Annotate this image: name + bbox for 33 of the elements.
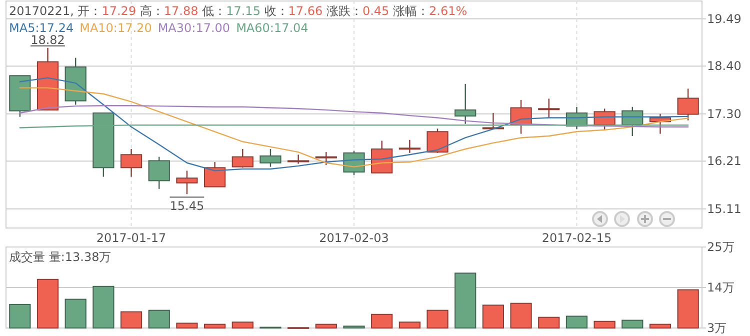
annotation: 15.45	[170, 199, 204, 214]
text: MA30:17.00	[158, 21, 230, 35]
candlestick	[176, 170, 198, 195]
y-tick-label: 25万	[707, 240, 734, 254]
text: MA60:17.04	[236, 21, 308, 35]
annotation: 18.82	[30, 32, 65, 47]
x-tick-label: 2017-02-15	[542, 231, 612, 245]
y-tick-label: 14万	[707, 280, 734, 294]
chart-title: 成交量 量:13.38万	[9, 250, 112, 264]
y-tick-label: 18.40	[707, 59, 742, 74]
candlestick	[315, 151, 337, 166]
text: MA5:17.24	[9, 21, 74, 35]
y-tick-label: 16.21	[707, 154, 742, 168]
candlestick	[204, 161, 226, 188]
x-tick-label: 2017-01-17	[96, 231, 166, 245]
y-tick-label: 15.11	[707, 202, 742, 216]
y-tick-label: 19.49	[707, 12, 742, 26]
text: MA10:17.20	[80, 21, 152, 35]
candlestick	[538, 98, 560, 118]
candlestick	[398, 139, 420, 154]
line-series	[19, 105, 689, 128]
y-tick-label: 17.30	[707, 106, 742, 121]
x-tick-label: 2017-02-03	[319, 231, 389, 245]
candlestick	[677, 88, 699, 121]
candlestick	[232, 148, 254, 168]
candlestick	[148, 156, 170, 190]
candlestick	[120, 148, 142, 178]
chart-title: 20170221, 开：17.29 高：17.88 低：17.15 收：17.66 涨跌：0.45 涨幅：2.61%	[9, 4, 468, 18]
candlestick	[288, 154, 310, 164]
candlestick	[371, 140, 393, 174]
y-tick-label: 3万	[707, 321, 727, 335]
candlestick	[426, 128, 448, 154]
candlestick	[260, 148, 282, 168]
